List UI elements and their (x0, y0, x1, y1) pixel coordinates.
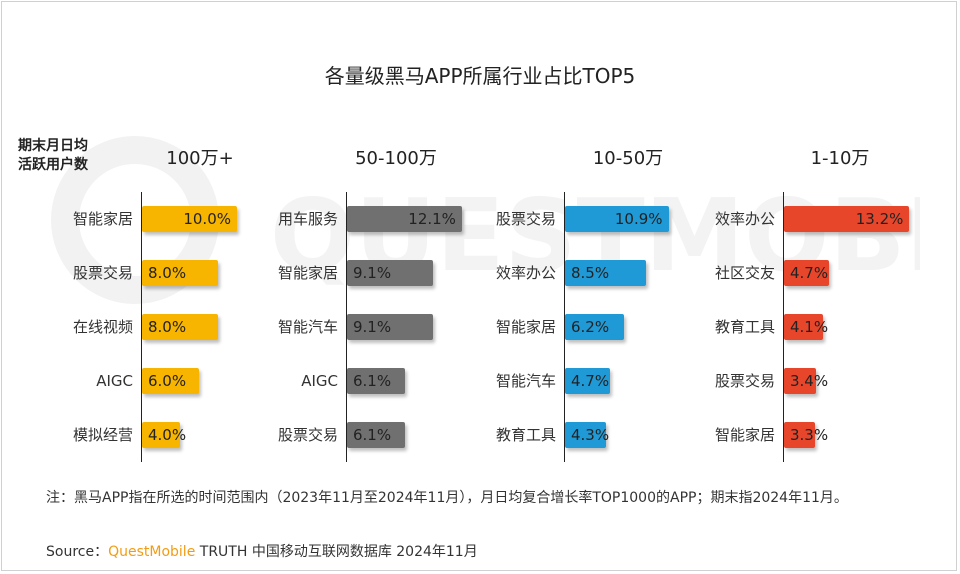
category-label: AIGC (301, 372, 338, 390)
bar (347, 368, 405, 394)
group-header-0: 100万+ (166, 148, 234, 169)
bar (784, 260, 829, 286)
axis-line-3 (783, 192, 784, 462)
axis-line-0 (141, 192, 142, 462)
value-label: 4.7% (790, 264, 829, 282)
category-label: 智能家居 (72, 210, 133, 228)
value-label: 6.0% (148, 372, 187, 390)
bar (142, 260, 218, 286)
category-label: 股票交易 (72, 264, 133, 282)
value-label: 9.1% (353, 264, 392, 282)
footnote: 注：黑马APP指在所选的时间范围内（2023年11月至2024年11月），月日均… (46, 490, 848, 506)
value-label: 6.1% (353, 426, 392, 444)
category-label: 智能汽车 (277, 318, 338, 336)
category-label: 智能家居 (495, 318, 556, 336)
row-header: 期末月日均 活跃用户数 (18, 137, 128, 175)
source-prefix: Source： (46, 544, 109, 560)
bar (565, 422, 606, 448)
value-label: 10.0% (183, 210, 231, 228)
bar (565, 260, 646, 286)
category-label: 效率办公 (495, 264, 556, 282)
category-label: 智能汽车 (495, 372, 556, 390)
source-line: Source：QuestMobile TRUTH 中国移动互联网数据库 2024… (46, 541, 478, 561)
source-brand: QuestMobile (108, 544, 196, 560)
category-label: 智能家居 (714, 426, 775, 444)
value-label: 4.0% (148, 426, 187, 444)
category-label: 教育工具 (714, 318, 775, 336)
category-label: 股票交易 (495, 210, 556, 228)
group-header-1: 50-100万 (355, 148, 437, 169)
value-label: 8.0% (148, 264, 187, 282)
value-label: 6.1% (353, 372, 392, 390)
value-label: 3.3% (790, 426, 829, 444)
bar (347, 260, 434, 286)
category-label: 效率办公 (714, 210, 775, 228)
bar (142, 206, 237, 232)
value-label: 6.2% (571, 318, 610, 336)
row-header-line-2: 活跃用户数 (18, 157, 88, 173)
bar (142, 422, 180, 448)
value-label: 8.5% (571, 264, 610, 282)
value-label: 10.9% (614, 210, 663, 228)
bar (565, 206, 669, 232)
value-label: 12.1% (408, 210, 456, 228)
value-label: 4.7% (571, 372, 610, 390)
value-label: 4.1% (790, 318, 829, 336)
category-label: 社区交友 (714, 264, 775, 282)
bar (142, 314, 218, 340)
bar (784, 314, 823, 340)
value-label: 4.3% (571, 426, 610, 444)
category-label: 模拟经营 (72, 426, 133, 444)
group-header-3: 1-10万 (810, 148, 870, 169)
bar (142, 368, 199, 394)
axis-line-1 (346, 192, 347, 462)
category-label: AIGC (96, 372, 133, 390)
bar (565, 314, 624, 340)
category-label: 在线视频 (72, 318, 133, 336)
bar (565, 368, 610, 394)
category-label: 用车服务 (277, 210, 338, 228)
value-label: 3.4% (790, 372, 829, 390)
value-label: 13.2% (855, 210, 904, 228)
axis-line-2 (564, 192, 565, 462)
chart-title: 各量级黑马APP所属行业占比TOP5 (324, 64, 636, 88)
bar (784, 422, 816, 448)
value-label: 9.1% (353, 318, 392, 336)
bar (347, 206, 462, 232)
category-label: 股票交易 (714, 372, 775, 390)
value-label: 8.0% (148, 318, 187, 336)
source-suffix: TRUTH 中国移动互联网数据库 2024年11月 (195, 544, 478, 560)
category-label: 股票交易 (277, 426, 338, 444)
bar (784, 206, 910, 232)
bar (347, 314, 434, 340)
category-label: 智能家居 (277, 264, 338, 282)
group-header-2: 10-50万 (592, 148, 664, 169)
bar (784, 368, 817, 394)
bar (347, 422, 405, 448)
category-label: 教育工具 (495, 426, 556, 444)
row-header-line-1: 期末月日均 (18, 138, 88, 154)
